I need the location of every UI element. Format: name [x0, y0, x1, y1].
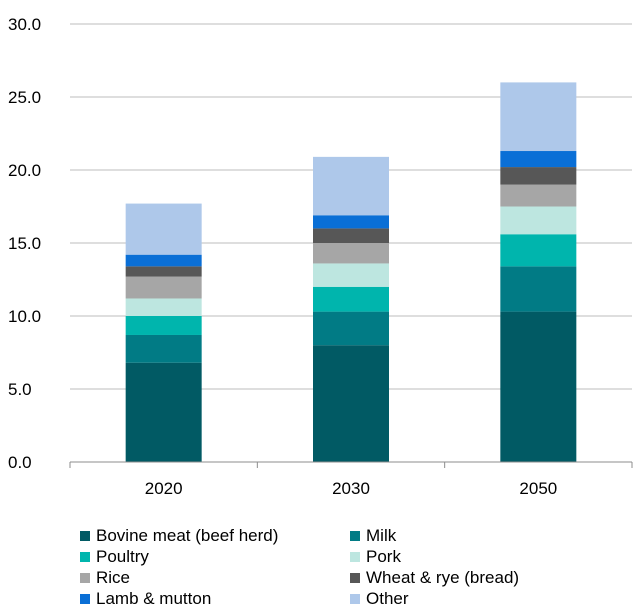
- y-tick-label: 15.0: [8, 234, 41, 253]
- bar-segment: [125, 298, 202, 316]
- x-tick-label: 2020: [145, 479, 183, 498]
- bar-segment: [125, 362, 202, 462]
- bar-segment: [500, 206, 577, 235]
- legend: Bovine meat (beef herd) Milk Poultry Pork Ri…: [80, 525, 620, 609]
- bar-segment: [500, 167, 577, 185]
- legend-item: Wheat & rye (bread): [350, 567, 620, 588]
- bar-segment: [500, 311, 577, 462]
- bar-segment: [313, 263, 389, 287]
- y-tick-label: 20.0: [8, 161, 41, 180]
- bar-segment: [313, 345, 389, 462]
- legend-swatch: [80, 551, 90, 562]
- legend-item: Lamb & mutton: [80, 588, 350, 609]
- y-tick-label: 5.0: [8, 380, 32, 399]
- legend-label: Milk: [366, 526, 397, 545]
- legend-swatch: [80, 593, 90, 604]
- legend-item: Rice: [80, 567, 350, 588]
- legend-label: Lamb & mutton: [96, 589, 212, 608]
- legend-label: Pork: [366, 547, 401, 566]
- y-tick-label: 30.0: [8, 15, 41, 34]
- stacked-bar-chart: 0.0 5.0 10.0 15.0 20.0 25.0 30.0 2020 2030 2050: [8, 15, 633, 498]
- legend-item: Milk: [350, 525, 620, 546]
- legend-label: Bovine meat (beef herd): [96, 526, 279, 545]
- bar-segment: [125, 266, 202, 277]
- bar-segment: [500, 151, 577, 168]
- x-tick-label: 2030: [332, 479, 370, 498]
- legend-item: Pork: [350, 546, 620, 567]
- bar-segment: [500, 184, 577, 207]
- legend-item: Other: [350, 588, 620, 609]
- legend-label: Wheat & rye (bread): [366, 568, 520, 587]
- bars: [125, 82, 577, 462]
- legend-swatch: [350, 530, 360, 541]
- y-tick-label: 10.0: [8, 307, 41, 326]
- bar-segment: [313, 286, 389, 312]
- legend-item: Poultry: [80, 546, 350, 567]
- legend-swatch: [350, 551, 360, 562]
- bar-segment: [125, 276, 202, 299]
- bar-segment: [500, 266, 577, 312]
- legend-item: Bovine meat (beef herd): [80, 525, 350, 546]
- y-tick-label: 0.0: [8, 453, 32, 472]
- bar-segment: [313, 156, 389, 216]
- legend-swatch: [350, 593, 360, 604]
- bar-segment: [500, 234, 577, 267]
- bar-segment: [125, 316, 202, 335]
- bar-segment: [125, 334, 202, 363]
- bar-segment: [125, 203, 202, 255]
- bar-segment: [313, 215, 389, 229]
- legend-label: Other: [366, 589, 409, 608]
- y-tick-label: 25.0: [8, 88, 41, 107]
- legend-label: Rice: [96, 568, 131, 587]
- legend-swatch: [80, 530, 90, 541]
- bar-segment: [313, 243, 389, 264]
- bar-segment: [125, 254, 202, 267]
- legend-swatch: [350, 572, 360, 583]
- axes: 0.0 5.0 10.0 15.0 20.0 25.0 30.0 2020 2030 2050: [8, 15, 633, 498]
- bar-segment: [313, 311, 389, 346]
- bar-segment: [500, 82, 577, 152]
- bar-segment: [313, 228, 389, 243]
- x-tick-label: 2050: [519, 479, 557, 498]
- legend-label: Poultry: [96, 547, 149, 566]
- legend-swatch: [80, 572, 90, 583]
